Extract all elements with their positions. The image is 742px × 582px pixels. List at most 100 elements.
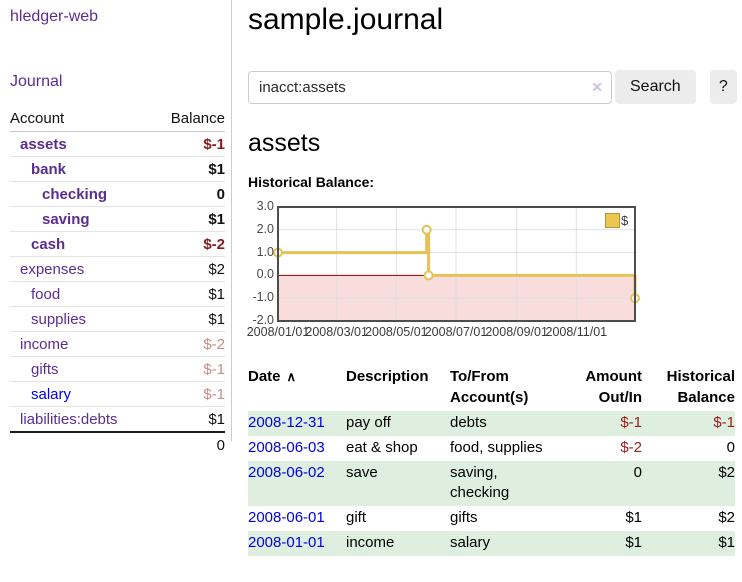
x-axis-label: 2008/09/01 (485, 325, 548, 339)
search-box: ✕ (248, 70, 612, 104)
accounts-total-row: 0 (10, 433, 225, 458)
account-balance: $1 (208, 285, 225, 303)
transaction-amount: $-1 (620, 414, 642, 431)
account-row: bank $1 (10, 157, 225, 182)
account-balance: 0 (216, 185, 225, 203)
transaction-historical-balance: $-1 (713, 414, 735, 431)
y-axis-label: 1.0 (256, 244, 274, 259)
legend-label: $ (621, 213, 629, 228)
account-link-income[interactable]: income (20, 335, 69, 353)
transaction-description: pay off (346, 414, 391, 431)
register-header-amount: Amount Out/In (585, 368, 642, 406)
register-header-date: Date ∧ (248, 368, 297, 385)
register-row: 2008-06-03 eat & shop food, supplies $-2 0 (248, 436, 735, 461)
account-link-supplies[interactable]: supplies (31, 310, 87, 328)
transaction-historical-balance: $2 (718, 464, 735, 481)
transaction-description: save (346, 464, 378, 481)
account-link-gifts[interactable]: gifts (31, 360, 59, 378)
account-link-bank[interactable]: bank (31, 160, 67, 178)
account-row: assets $-1 (10, 132, 225, 157)
account-balance: $-2 (203, 235, 225, 253)
register-row: 2008-12-31 pay off debts $-1 $-1 (248, 411, 735, 436)
account-balance: $1 (208, 410, 225, 428)
nav-journal-link[interactable]: Journal (10, 73, 63, 90)
x-axis-label: 2008/07/01 (424, 325, 488, 339)
transaction-amount: $-2 (620, 439, 642, 456)
account-balance: $2 (208, 260, 225, 278)
account-link-cash[interactable]: cash (31, 235, 66, 253)
main-content: sample.journal ✕ Search ? assets Histori… (246, 0, 737, 556)
x-axis-label: 2008/05/01 (365, 325, 428, 339)
transaction-amount: $1 (625, 509, 642, 526)
transaction-date-link[interactable]: 2008-12-31 (248, 414, 325, 431)
transaction-accounts: food, supplies (450, 439, 543, 456)
account-row: saving $1 (10, 207, 225, 232)
y-axis-label: 0.0 (256, 267, 274, 282)
account-link-food[interactable]: food (31, 285, 61, 303)
x-axis-label: 2008/03/01 (305, 325, 368, 339)
chart-legend: $ (605, 213, 628, 228)
x-axis-label: 2008/01/01 (246, 325, 310, 339)
clear-search-icon[interactable]: ✕ (591, 78, 603, 95)
search-button[interactable]: Search (615, 70, 696, 104)
transaction-historical-balance: $1 (718, 534, 735, 551)
account-row: supplies $1 (10, 307, 225, 332)
account-row: checking 0 (10, 182, 225, 207)
transaction-date-link[interactable]: 2008-01-01 (248, 534, 325, 551)
register-row: 2008-06-02 save saving, checking 0 $2 (248, 461, 735, 506)
account-link-expenses[interactable]: expenses (20, 260, 85, 278)
register-row: 2008-06-01 gift gifts $1 $2 (248, 506, 735, 531)
account-row: liabilities:debts $1 (10, 407, 225, 433)
account-balance: $-1 (203, 385, 225, 403)
y-axis-label: -2.0 (252, 313, 274, 327)
transaction-accounts: saving, checking (450, 464, 510, 501)
register-header-to-from: To/From Account(s) (450, 368, 529, 406)
chart-title: Historical Balance: (248, 174, 375, 190)
transaction-description: eat & shop (346, 439, 418, 456)
sidebar: hledger-web Journal Account Balance asse… (0, 0, 232, 454)
account-row: food $1 (10, 282, 225, 307)
transaction-date-link[interactable]: 2008-06-01 (248, 509, 325, 526)
account-row: cash $-2 (10, 232, 225, 257)
transaction-description: income (346, 534, 395, 551)
account-balance: $-2 (203, 335, 225, 353)
transaction-description: gift (346, 509, 367, 526)
x-axis-label: 2008/11/01 (545, 325, 608, 339)
y-axis-label: 2.0 (256, 221, 274, 236)
transaction-accounts: gifts (450, 509, 478, 526)
chart-canvas (273, 206, 640, 322)
account-balance: $1 (208, 160, 225, 178)
account-column-header: Account (10, 110, 65, 127)
y-axis-label: 3.0 (256, 199, 274, 213)
register-header-description: Description (346, 368, 429, 385)
transaction-accounts: salary (450, 534, 491, 551)
register-header-historical: Historical Balance (666, 368, 735, 406)
register-row: 2008-01-01 income salary $1 $1 (248, 531, 735, 556)
account-row: gifts $-1 (10, 357, 225, 382)
transaction-date-link[interactable]: 2008-06-03 (248, 439, 325, 456)
account-link-saving[interactable]: saving (42, 210, 90, 228)
account-balance: $-1 (203, 360, 225, 378)
help-button[interactable]: ? (709, 70, 737, 104)
transaction-date-link[interactable]: 2008-06-02 (248, 464, 325, 481)
search-form: ✕ Search ? (248, 70, 737, 104)
legend-swatch-icon (605, 213, 620, 228)
transaction-historical-balance: $2 (718, 509, 735, 526)
accounts-rows: assets $-1 bank $1 checking 0 saving $1 cash $-2 e… (10, 132, 225, 433)
accounts-table-header: Account Balance (10, 107, 225, 132)
brand-link[interactable]: hledger-web (10, 8, 99, 25)
search-input[interactable] (248, 70, 612, 104)
transaction-historical-balance: 0 (726, 439, 735, 456)
account-balance: $-1 (203, 135, 225, 153)
accounts-total-value: 0 (216, 437, 225, 454)
account-link-salary[interactable]: salary (31, 385, 72, 403)
transaction-accounts: debts (450, 414, 487, 431)
accounts-table: Account Balance assets $-1 bank $1 checking 0… (10, 107, 225, 458)
account-link-liabilities-debts[interactable]: liabilities:debts (20, 410, 118, 428)
account-balance: $1 (208, 310, 225, 328)
account-link-assets[interactable]: assets (20, 135, 67, 153)
balance-column-header: Balance (170, 110, 225, 127)
account-link-checking[interactable]: checking (42, 185, 108, 203)
account-row: income $-2 (10, 332, 225, 357)
account-heading: assets (248, 129, 321, 157)
